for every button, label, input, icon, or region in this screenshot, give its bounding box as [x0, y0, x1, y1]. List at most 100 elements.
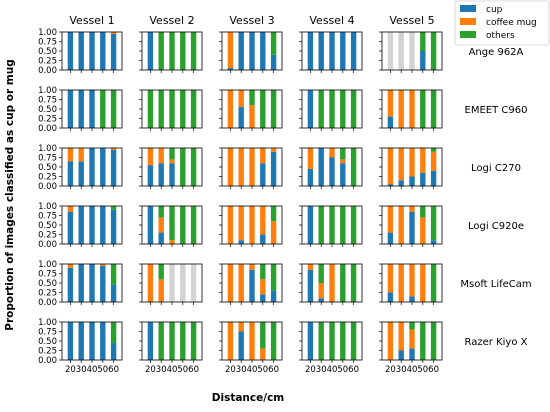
- panel: [219, 263, 283, 305]
- bar-others: [180, 148, 186, 186]
- bar-cup: [89, 32, 95, 70]
- panel: [299, 31, 363, 73]
- column-title: Vessel 5: [389, 14, 434, 27]
- bar-cup: [100, 206, 106, 244]
- bar-cup: [270, 54, 277, 70]
- bar-cup: [78, 161, 84, 186]
- bar-coffee-mug: [67, 148, 74, 162]
- bar-others: [190, 90, 197, 128]
- bar-cup: [270, 151, 277, 186]
- bar-cup: [409, 176, 415, 186]
- bar-cup: [387, 116, 394, 128]
- x-tick-label: 30: [316, 365, 327, 375]
- bar-others: [180, 32, 186, 70]
- row-label: Ange 962A: [469, 47, 524, 58]
- bar-others: [249, 90, 255, 106]
- bar-coffee-mug: [387, 322, 394, 360]
- x-tick-label: 60: [348, 365, 359, 375]
- bar-coffee-mug: [110, 148, 117, 150]
- bar-coffee-mug: [238, 206, 244, 241]
- y-tick-label: 0.75: [38, 38, 57, 48]
- legend-swatch-others: [460, 31, 476, 38]
- y-tick-label: 0.75: [38, 328, 57, 338]
- panel: 20 30 40 50 60: [299, 321, 363, 375]
- y-tick-label: 0.25: [38, 289, 57, 299]
- bar-cup: [409, 296, 415, 302]
- bar-others: [180, 206, 186, 244]
- bar-coffee-mug: [387, 90, 394, 117]
- y-tick-label: 0.00: [38, 240, 57, 250]
- bar-cup: [398, 350, 404, 360]
- x-tick-label: 20: [225, 365, 236, 375]
- bar-others: [169, 148, 175, 160]
- bar-others: [420, 32, 426, 51]
- bar-coffee-mug: [249, 264, 255, 270]
- bar-coffee-mug: [260, 279, 266, 295]
- panel: [379, 89, 443, 131]
- bar-coffee-mug: [420, 217, 426, 244]
- row-label: Razer Kiyo X: [465, 337, 528, 348]
- x-tick-label: 50: [417, 365, 428, 375]
- bar-cup: [67, 90, 74, 128]
- bar-cup: [329, 157, 335, 186]
- y-tick-label: 0.25: [38, 231, 57, 241]
- bar-coffee-mug: [387, 264, 394, 293]
- bar-cup: [307, 32, 314, 70]
- bar-cup: [100, 322, 106, 360]
- panel: 0.000.250.500.751.00 20 30 40 50 60: [38, 318, 123, 375]
- bar-cup: [340, 163, 346, 186]
- bar-cup: [350, 32, 357, 70]
- panel: 0.000.250.500.751.00: [38, 86, 123, 134]
- bar-others: [430, 148, 437, 152]
- bar-others: [329, 206, 335, 244]
- bar-others: [169, 90, 175, 128]
- panel: [139, 263, 203, 305]
- bar-others: [260, 322, 266, 349]
- bar-coffee-mug: [307, 264, 314, 270]
- bar-cup: [387, 232, 394, 244]
- y-tick-label: 0.75: [38, 212, 57, 222]
- bar-others: [260, 90, 266, 128]
- bar-others: [350, 90, 357, 128]
- bar-cup: [89, 206, 95, 244]
- bar-coffee-mug: [420, 264, 426, 302]
- bar-cup: [110, 284, 117, 302]
- bar-others: [430, 206, 437, 241]
- panel: [379, 205, 443, 247]
- column-title: Vessel 3: [229, 14, 274, 27]
- bar-cup: [89, 264, 95, 302]
- y-tick-label: 0.75: [38, 154, 57, 164]
- bar-others: [430, 32, 437, 70]
- bar-coffee-mug: [430, 151, 437, 171]
- bar-coffee-mug: [260, 148, 266, 164]
- bar-others: [340, 90, 346, 128]
- bar-others: [270, 264, 277, 291]
- y-tick-label: 0.00: [38, 182, 57, 192]
- column-title: Vessel 4: [309, 14, 354, 27]
- bar-cup: [67, 322, 74, 360]
- bar-coffee-mug: [387, 206, 394, 233]
- bar-cup: [238, 107, 244, 128]
- panel: [299, 263, 363, 305]
- bar-cup: [307, 206, 314, 244]
- bar-cup: [387, 292, 394, 302]
- legend: cup coffee mug others: [454, 0, 550, 46]
- bar-coffee-mug: [158, 217, 164, 233]
- panel: [139, 147, 203, 189]
- bar-cup: [147, 165, 154, 186]
- bar-coffee-mug: [238, 264, 244, 302]
- bar-coffee-mug: [270, 221, 277, 244]
- y-tick-label: 1.00: [38, 318, 57, 328]
- bar-others: [318, 264, 324, 283]
- x-tick-label: 60: [108, 365, 119, 375]
- bar-others: [110, 322, 117, 343]
- bar-cup: [67, 211, 74, 244]
- panels: 0.000.250.500.751.000.000.250.500.751.00…: [38, 28, 443, 375]
- bar-coffee-mug: [398, 148, 404, 181]
- bar-missing: [398, 32, 404, 70]
- bar-others: [147, 90, 154, 128]
- y-tick-label: 0.50: [38, 221, 57, 231]
- bar-cup: [89, 322, 95, 360]
- bar-others: [158, 264, 164, 280]
